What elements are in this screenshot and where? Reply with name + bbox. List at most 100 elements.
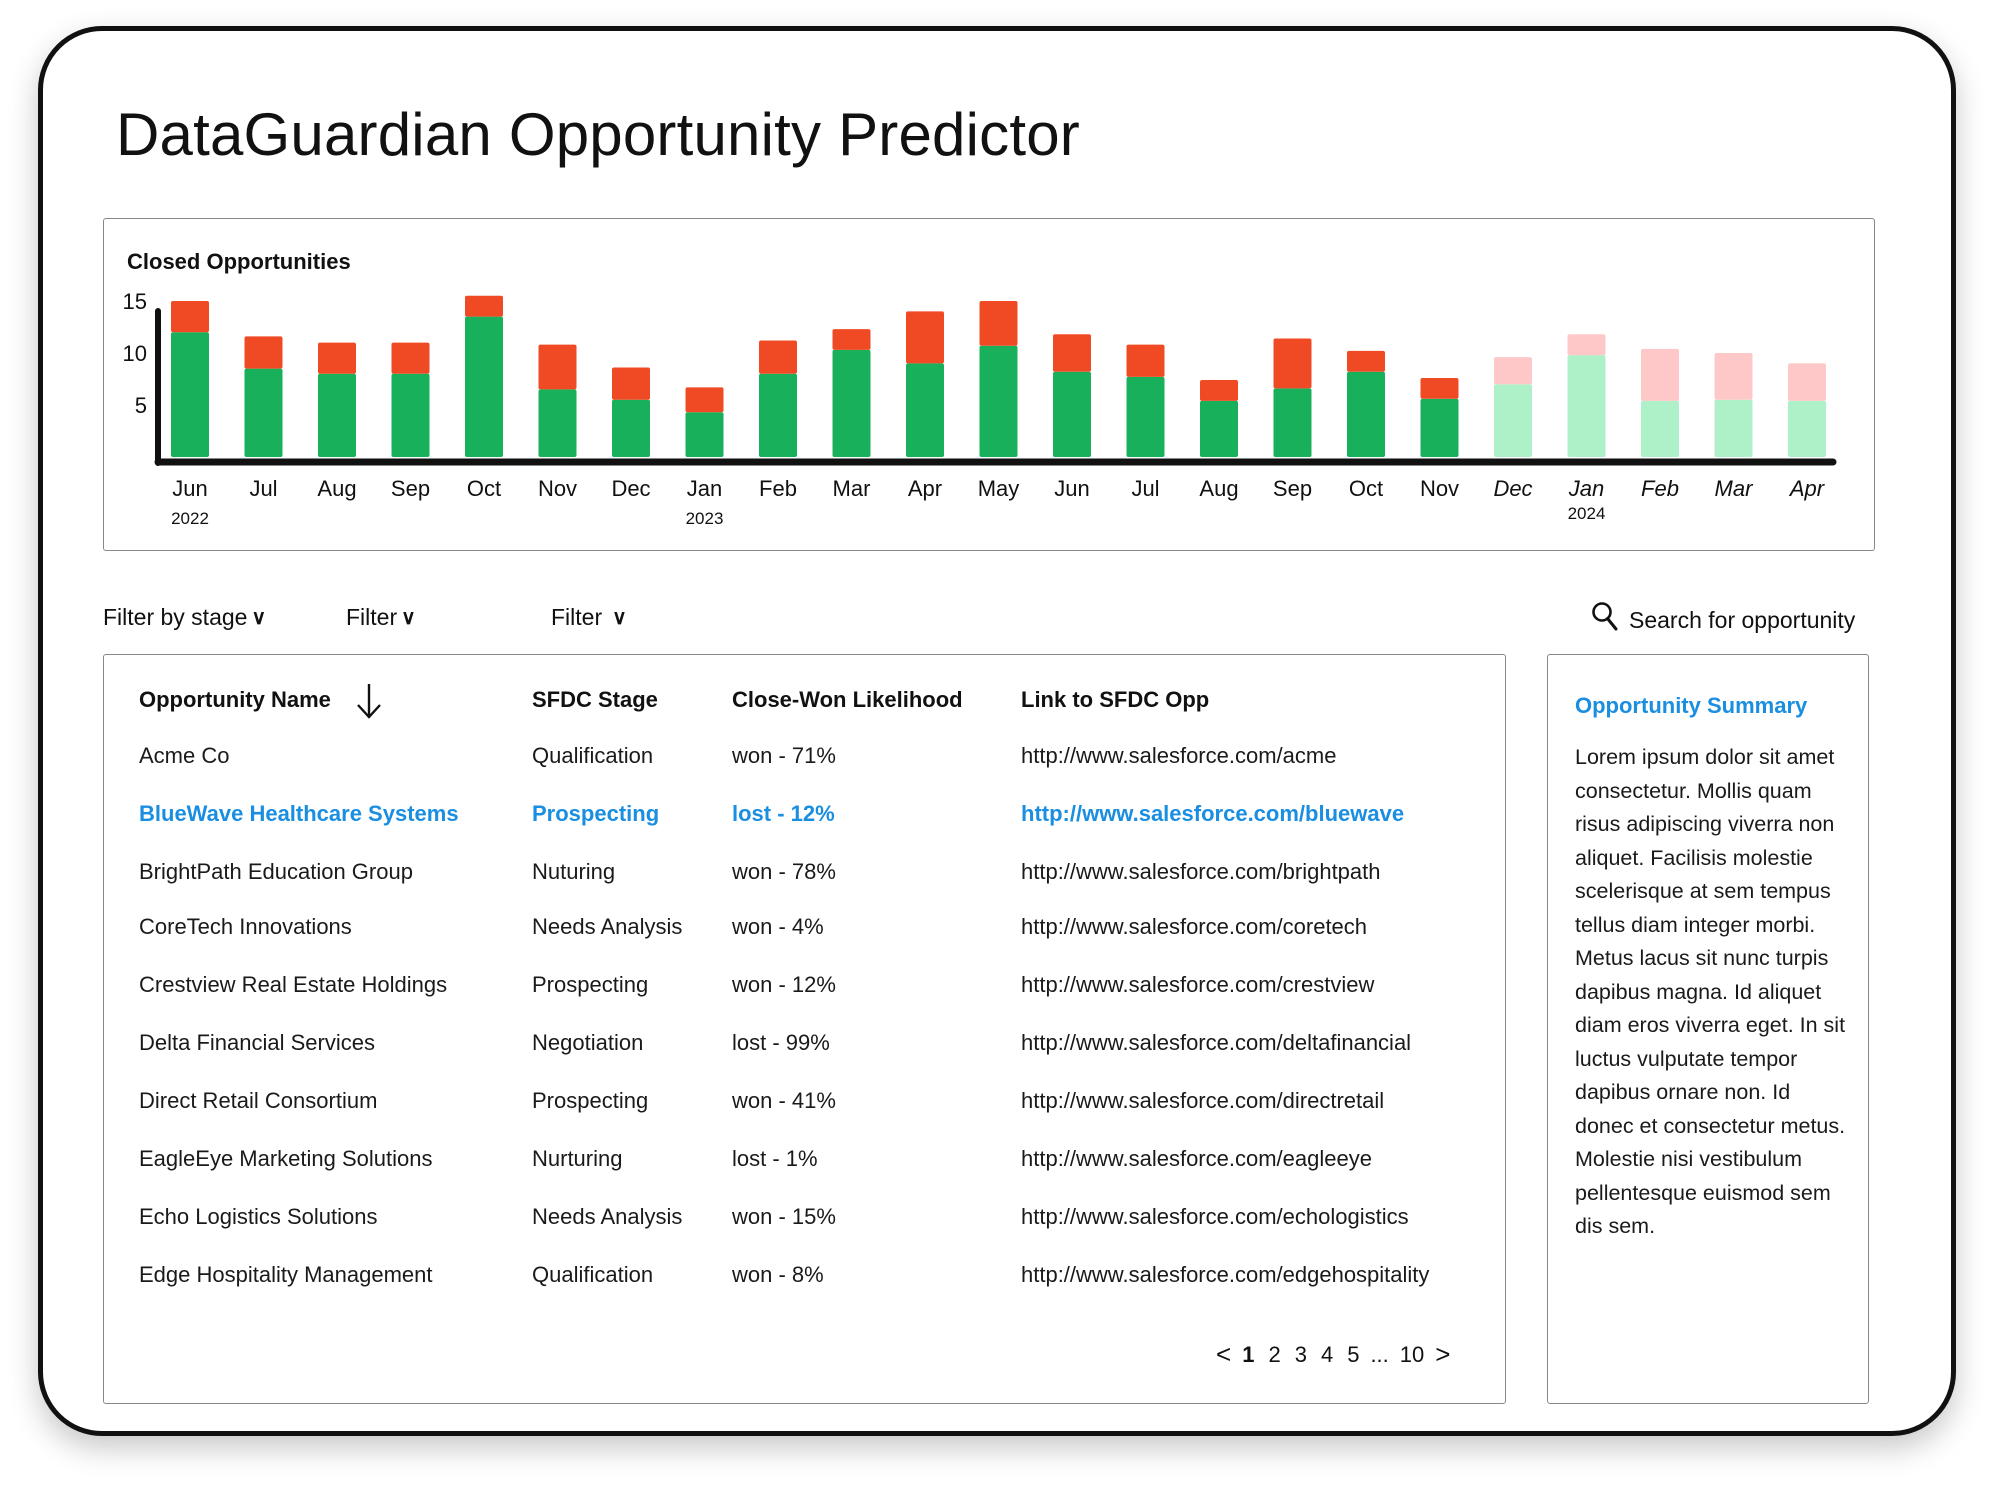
bar-lost — [1788, 363, 1826, 401]
table-row[interactable]: CoreTech Innovations Needs Analysis won - … — [104, 914, 1505, 954]
bar-lost — [1126, 344, 1165, 377]
y-tick-label: 5 — [135, 393, 147, 418]
bar-won — [391, 373, 430, 457]
sfdc-link[interactable]: http://www.salesforce.com/edgehospitalit… — [1021, 1262, 1430, 1287]
bar-lost — [1273, 338, 1312, 389]
search-opportunity[interactable]: Search for opportunity — [1591, 600, 1855, 640]
opportunity-name-cell: BlueWave Healthcare Systems — [139, 801, 459, 826]
opportunities-table: Opportunity Name SFDC Stage Close-Won Li… — [103, 654, 1506, 1404]
next-page-button[interactable]: > — [1435, 1339, 1451, 1369]
column-header-sfdc-stage[interactable]: SFDC Stage — [532, 687, 658, 712]
bar-lost — [1347, 350, 1385, 372]
opportunity-name-cell: Acme Co — [139, 743, 230, 768]
x-tick-label: Feb — [759, 476, 797, 501]
bar-lost — [1053, 334, 1091, 372]
bar-lost — [318, 342, 356, 374]
opportunity-name-cell: Edge Hospitality Management — [139, 1262, 433, 1287]
chevron-down-icon: ∨ — [251, 607, 267, 629]
close-won-likelihood-cell: won - 4% — [732, 914, 824, 939]
bar-lost — [979, 301, 1018, 346]
search-icon — [1591, 600, 1621, 640]
bar-lost — [832, 329, 871, 350]
x-tick-label: Oct — [467, 476, 501, 501]
opportunity-name-cell: BrightPath Education Group — [139, 859, 413, 884]
bar-won — [244, 368, 283, 457]
bar-lost — [465, 295, 503, 317]
bar-won — [685, 412, 724, 457]
page-5-button[interactable]: 5 — [1347, 1341, 1360, 1367]
sfdc-link[interactable]: http://www.salesforce.com/acme — [1021, 743, 1337, 768]
page-4-button[interactable]: 4 — [1320, 1341, 1334, 1367]
bar-lost — [1420, 377, 1459, 399]
x-tick-label: Dec — [611, 476, 650, 501]
sfdc-link[interactable]: http://www.salesforce.com/echologistics — [1021, 1204, 1409, 1229]
bar-won — [759, 373, 797, 457]
y-tick-label: 15 — [123, 289, 147, 314]
x-tick-label: Mar — [1715, 476, 1755, 501]
sort-descending-icon[interactable] — [354, 681, 384, 726]
chevron-down-icon: ∨ — [612, 607, 627, 629]
x-tick-label: Dec — [1493, 476, 1532, 501]
close-won-likelihood-cell: won - 41% — [732, 1088, 836, 1113]
bar-lost — [538, 344, 577, 390]
sfdc-stage-cell: Qualification — [532, 743, 654, 768]
filter-dropdown-3[interactable]: Filter ∨ — [551, 604, 627, 631]
table-row[interactable]: BrightPath Education Group Nuturing won - … — [104, 859, 1505, 899]
bar-won — [1641, 400, 1679, 457]
filter-dropdown-2[interactable]: Filter ∨ — [346, 604, 416, 631]
x-tick-label: Nov — [538, 476, 577, 501]
table-row[interactable]: Echo Logistics Solutions Needs Analysis wo… — [104, 1204, 1505, 1244]
bar-won — [1494, 384, 1532, 457]
opportunity-name-cell: Crestview Real Estate Holdings — [139, 972, 448, 997]
filter-label: Filter by stage — [103, 604, 248, 630]
page-3-button[interactable]: 3 — [1294, 1341, 1307, 1367]
bar-lost — [906, 311, 944, 364]
column-header-opportunity-name[interactable]: Opportunity Name — [139, 687, 331, 712]
x-tick-label: Apr — [908, 476, 942, 501]
page-2-button[interactable]: 2 — [1268, 1341, 1281, 1367]
x-tick-label: Jun — [172, 476, 207, 501]
page-title: DataGuardian Opportunity Predictor — [116, 101, 1080, 168]
page-10-button[interactable]: 10 — [1399, 1341, 1425, 1367]
bar-lost — [1714, 353, 1753, 400]
table-row[interactable]: Crestview Real Estate Holdings Prospectin… — [104, 972, 1505, 1012]
table-row[interactable]: Direct Retail Consortium Prospecting won -… — [104, 1088, 1505, 1128]
table-row[interactable]: BlueWave Healthcare Systems Prospecting lo… — [104, 801, 1505, 841]
bar-won — [1273, 388, 1312, 457]
filters-row: Filter by stage ∨ Filter ∨ Filter ∨ Sear… — [0, 602, 1994, 634]
sfdc-link[interactable]: http://www.salesforce.com/eagleeye — [1021, 1146, 1372, 1171]
previous-page-button[interactable]: < — [1216, 1339, 1232, 1369]
sfdc-stage-cell: Nurturing — [532, 1146, 623, 1171]
table-row[interactable]: Acme Co Qualification won - 71% http://www.… — [104, 743, 1505, 783]
chart-title: Closed Opportunities — [127, 249, 351, 274]
bar-lost — [1200, 380, 1238, 401]
column-header-close-won-likelihood[interactable]: Close-Won Likelihood — [732, 687, 963, 712]
sfdc-stage-cell: Needs Analysis — [532, 1204, 683, 1229]
bar-won — [612, 399, 650, 457]
table-row[interactable]: EagleEye Marketing Solutions Nurturing los… — [104, 1146, 1505, 1186]
opportunity-name-cell: CoreTech Innovations — [139, 914, 352, 939]
x-tick-label: Nov — [1420, 476, 1459, 501]
bar-won — [1567, 355, 1606, 457]
sfdc-link[interactable]: http://www.salesforce.com/crestview — [1021, 972, 1375, 997]
x-tick-label: Jul — [249, 476, 277, 501]
bar-won — [1053, 371, 1091, 457]
sfdc-link[interactable]: http://www.salesforce.com/directretail — [1021, 1088, 1385, 1113]
sfdc-link[interactable]: http://www.salesforce.com/bluewave — [1021, 801, 1405, 826]
sfdc-link[interactable]: http://www.salesforce.com/coretech — [1021, 914, 1368, 939]
table-row[interactable]: Edge Hospitality Management Qualification… — [104, 1262, 1505, 1302]
column-header-sfdc-link[interactable]: Link to SFDC Opp — [1021, 687, 1210, 712]
table-row[interactable]: Delta Financial Services Negotiation lost … — [104, 1030, 1505, 1070]
sfdc-link[interactable]: http://www.salesforce.com/deltafinancial — [1021, 1030, 1412, 1055]
x-tick-label: Mar — [833, 476, 871, 501]
sfdc-link[interactable]: http://www.salesforce.com/brightpath — [1021, 859, 1381, 884]
page-1-button[interactable]: 1 — [1242, 1341, 1255, 1367]
bar-won — [1200, 400, 1238, 457]
bar-won — [979, 345, 1018, 457]
summary-title: Opportunity Summary — [1575, 693, 1808, 718]
filter-by-stage-dropdown[interactable]: Filter by stage ∨ — [103, 604, 266, 631]
close-won-likelihood-cell: lost - 99% — [732, 1030, 830, 1055]
x-tick-label: Jul — [1131, 476, 1159, 501]
year-label: 2022 — [171, 509, 209, 528]
close-won-likelihood-cell: lost - 1% — [732, 1146, 818, 1171]
